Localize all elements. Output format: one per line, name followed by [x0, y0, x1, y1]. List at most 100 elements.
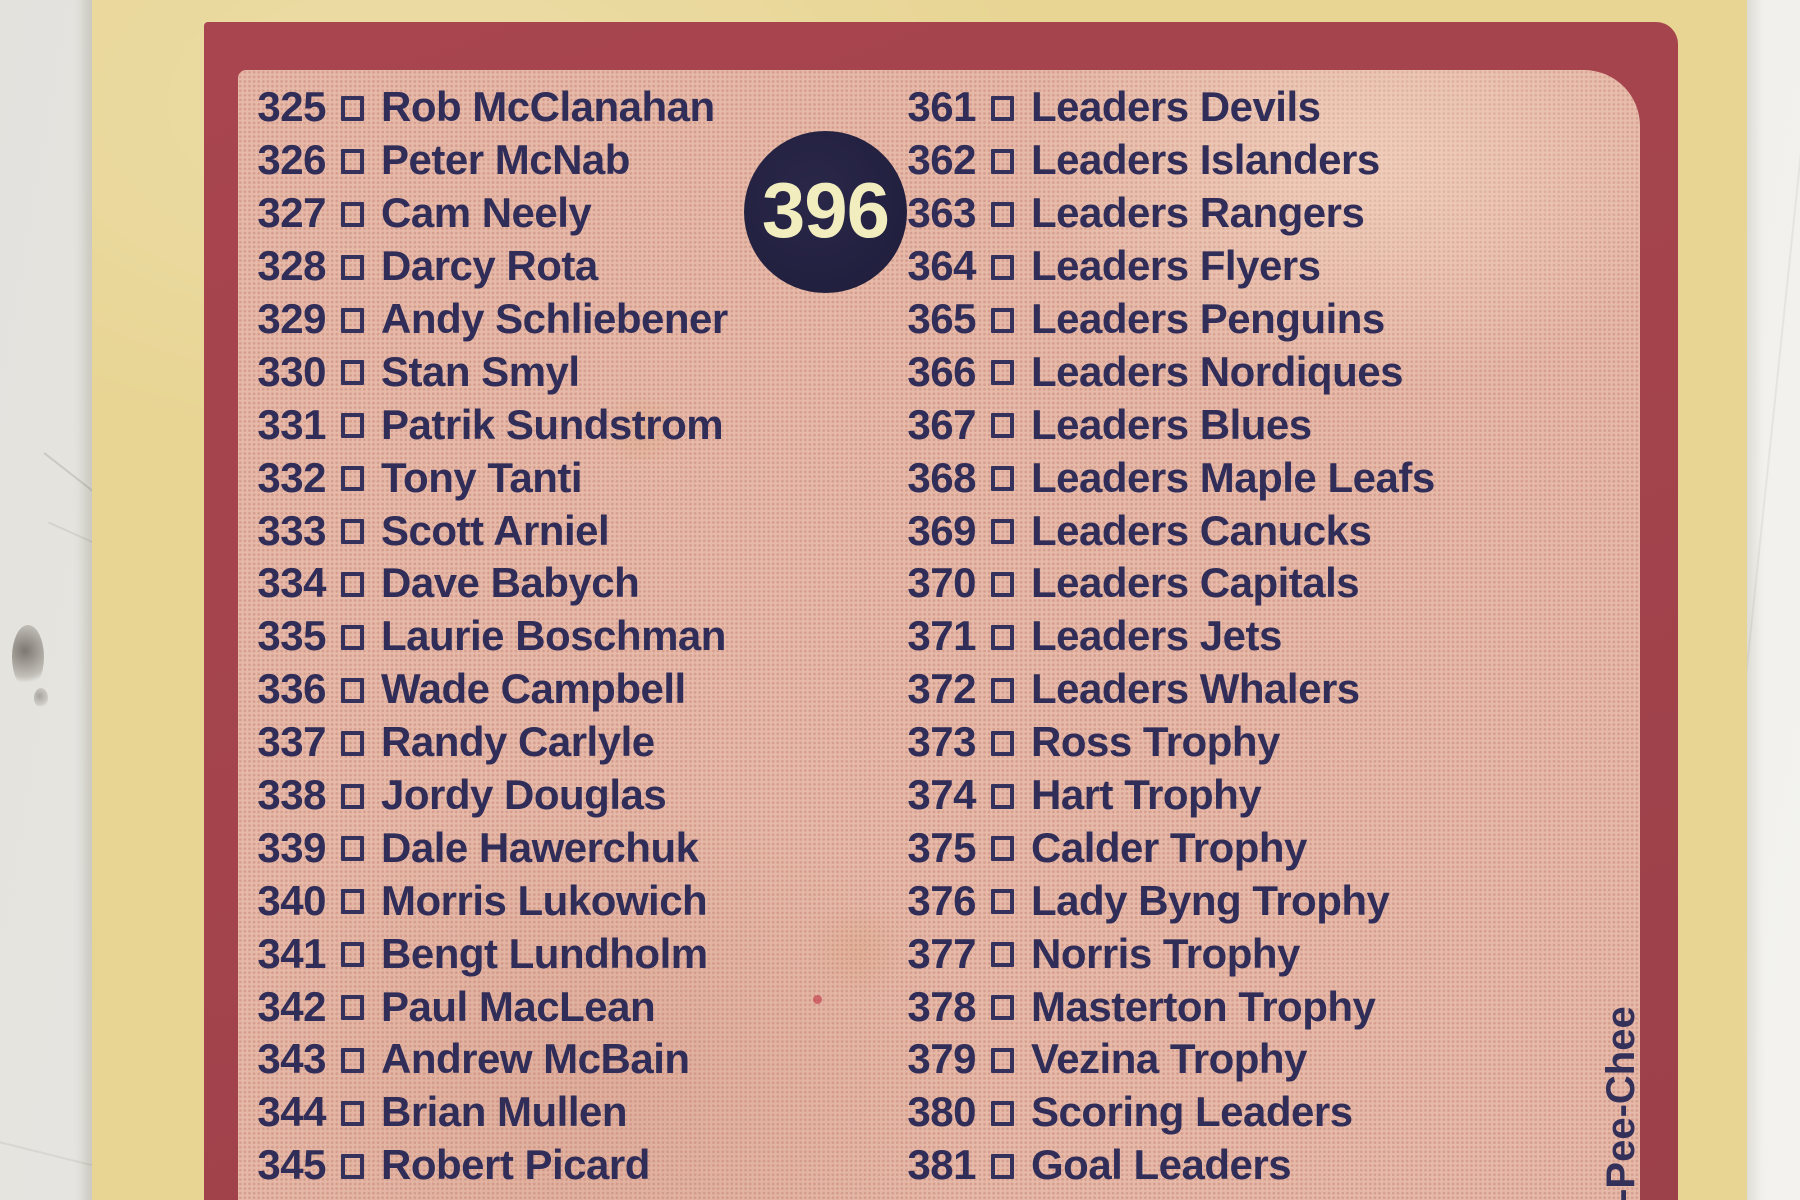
checklist-row: 376 Lady Byng Trophy — [884, 874, 1435, 927]
checklist-row: 375 Calder Trophy — [884, 821, 1435, 874]
card-title: Leaders Penguins — [1031, 295, 1385, 342]
card-number: 377 — [907, 929, 976, 977]
checkbox — [991, 1047, 1014, 1073]
card-title: Lady Byng Trophy — [1031, 876, 1390, 924]
card-title: Tony Tanti — [381, 453, 583, 501]
card-number: 376 — [907, 876, 976, 924]
card-title: Leaders Capitals — [1031, 559, 1360, 607]
card-title: Goal Leaders — [1031, 1141, 1292, 1189]
card-title: Wade Campbell — [381, 665, 686, 713]
card-number: 327 — [257, 189, 326, 237]
checkbox — [991, 360, 1014, 386]
checklist-row: 325 Rob McClanahan — [234, 81, 728, 134]
checklist-row: 331 Patrik Sundstrom — [234, 398, 728, 451]
checklist-row: 345 Robert Picard — [234, 1139, 728, 1192]
card-number: 336 — [257, 665, 326, 713]
card-number: 373 — [907, 718, 976, 766]
print-stain — [798, 910, 918, 990]
checklist-row: 363 Leaders Rangers — [884, 187, 1435, 240]
checkbox — [341, 201, 364, 227]
card-number: 330 — [257, 347, 326, 395]
card-title: Leaders Whalers — [1031, 665, 1360, 713]
card-title: Leaders Canucks — [1031, 506, 1372, 554]
checklist-row: 373 Ross Trophy — [884, 716, 1435, 769]
checklist-row: 369 Leaders Canucks — [884, 504, 1435, 557]
checklist-row: 370 Leaders Capitals — [884, 557, 1435, 610]
card-number-badge: 396 — [744, 131, 907, 293]
checkbox — [991, 730, 1014, 756]
card-number: 340 — [257, 876, 326, 924]
card-title: Darcy Rota — [381, 242, 598, 290]
card-number: 343 — [257, 1035, 326, 1083]
checkbox — [991, 466, 1014, 492]
card-number: 332 — [257, 453, 326, 501]
checkbox — [341, 466, 364, 492]
card-number: 374 — [907, 771, 976, 819]
checkbox — [991, 942, 1014, 968]
card-number: 381 — [907, 1141, 976, 1189]
card-number: 367 — [907, 400, 976, 448]
checklist-left-column: 325 Rob McClanahan 326 Peter McNab 327 C… — [234, 81, 728, 1192]
card-title: Scoring Leaders — [1031, 1088, 1353, 1136]
checklist-row: 371 Leaders Jets — [884, 610, 1435, 663]
card-title: Hart Trophy — [1031, 771, 1262, 819]
card-number: 378 — [907, 982, 976, 1030]
card-number: 344 — [257, 1088, 326, 1136]
checklist-row: 335 Laurie Boschman — [234, 610, 728, 663]
card-title: Calder Trophy — [1031, 823, 1307, 871]
checkbox — [341, 95, 364, 121]
card-number: 379 — [907, 1035, 976, 1083]
card-number: 334 — [257, 559, 326, 607]
checklist-row: 341 Bengt Lundholm — [234, 927, 728, 980]
card-title: Dave Babych — [381, 559, 640, 607]
checklist-row: 362 Leaders Islanders — [884, 134, 1435, 187]
card-number: 365 — [907, 295, 976, 342]
checkbox — [341, 889, 364, 915]
checklist-row: 380 Scoring Leaders — [884, 1086, 1435, 1139]
checkbox — [991, 571, 1014, 597]
photo-speck — [12, 625, 44, 689]
checkbox — [991, 677, 1014, 703]
card-title: Leaders Nordiques — [1031, 347, 1403, 395]
checkbox — [341, 1153, 364, 1179]
card-title: Bengt Lundholm — [381, 929, 708, 977]
checkbox — [341, 624, 364, 650]
checklist-row: 326 Peter McNab — [234, 134, 728, 187]
checkbox — [341, 307, 364, 333]
card-title: Leaders Flyers — [1031, 242, 1321, 290]
card-title: Cam Neely — [381, 189, 592, 237]
checklist-row: 328 Darcy Rota — [234, 240, 728, 293]
checklist-row: 374 Hart Trophy — [884, 769, 1435, 822]
card-title: Laurie Boschman — [381, 612, 726, 660]
card-number: 370 — [907, 559, 976, 607]
card-title: Masterton Trophy — [1031, 982, 1376, 1030]
checkbox — [341, 1100, 364, 1126]
checklist-row: 339 Dale Hawerchuk — [234, 821, 728, 874]
card-title: Scott Arniel — [381, 506, 610, 554]
checklist-row: 367 Leaders Blues — [884, 398, 1435, 451]
card-number: 345 — [257, 1141, 326, 1189]
checkbox — [341, 413, 364, 439]
card-title: Andy Schliebener — [381, 295, 728, 342]
card-number: 339 — [257, 823, 326, 871]
checklist-row: 368 Leaders Maple Leafs — [884, 451, 1435, 504]
checkbox — [991, 254, 1014, 280]
checkbox — [341, 519, 364, 545]
card-number: 361 — [907, 83, 976, 131]
checkbox — [341, 148, 364, 174]
card-number: 333 — [257, 506, 326, 554]
card-title: Jordy Douglas — [381, 771, 667, 819]
checklist-row: 340 Morris Lukowich — [234, 874, 728, 927]
card-number: 372 — [907, 665, 976, 713]
card-title: Morris Lukowich — [381, 876, 708, 924]
checklist-row: 327 Cam Neely — [234, 187, 728, 240]
checklist-row: 364 Leaders Flyers — [884, 240, 1435, 293]
card-title: Robert Picard — [381, 1141, 650, 1189]
checkbox — [991, 889, 1014, 915]
card-pink-field — [238, 70, 1640, 1200]
card-title: Randy Carlyle — [381, 718, 655, 766]
checkbox — [991, 95, 1014, 121]
checklist-right-column: 361 Leaders Devils 362 Leaders Islanders… — [884, 81, 1435, 1192]
card-number: 342 — [257, 982, 326, 1030]
